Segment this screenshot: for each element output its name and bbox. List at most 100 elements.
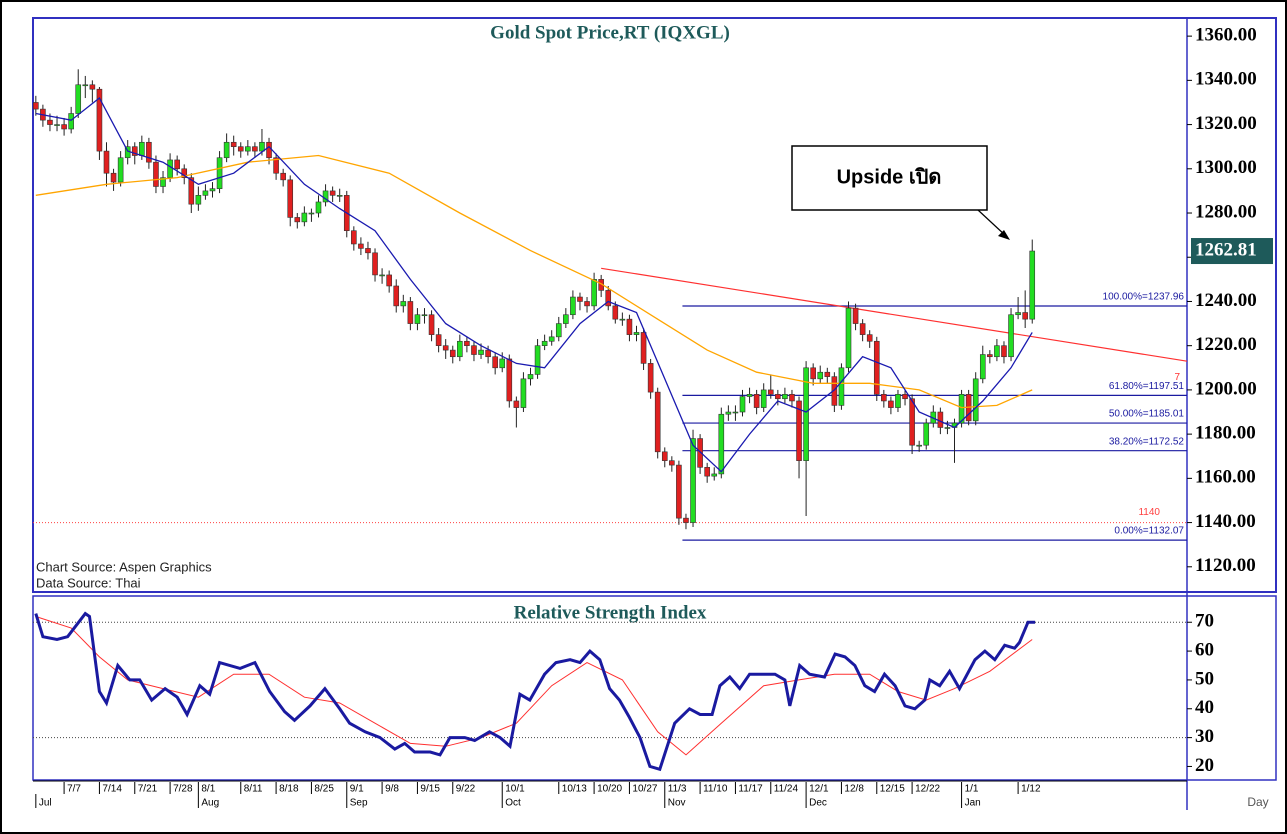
candle-body [188, 177, 195, 205]
rsi-frame [32, 595, 1277, 781]
candle-body [216, 157, 223, 189]
month-label: Dec [809, 798, 827, 809]
x-tick-label: 12/1 [809, 784, 829, 795]
rsi-y-tick-label: 60 [1195, 639, 1214, 660]
candle-body [96, 88, 103, 152]
candle-body [803, 367, 809, 461]
candle-body [810, 367, 816, 380]
candle-body [888, 400, 894, 408]
rsi-y-tick-label: 70 [1195, 611, 1214, 632]
candle-body [280, 172, 286, 181]
month-label: Oct [505, 798, 521, 809]
x-tick-label: 7/21 [138, 784, 158, 795]
candle-body [570, 296, 576, 316]
candle-body [513, 400, 520, 408]
candle-body [626, 318, 633, 335]
y-tick-label: 1320.00 [1195, 113, 1257, 134]
candle-body [852, 307, 859, 324]
candle-body [605, 290, 612, 307]
fib-label: 61.80%=1197.51 [1109, 381, 1185, 392]
rsi-ma [35, 616, 1033, 756]
candle-body [75, 84, 82, 114]
trendline [601, 267, 1188, 362]
candle-body [739, 396, 746, 413]
x-tick-label: 11/24 [774, 784, 799, 795]
candle-body [414, 314, 421, 324]
x-tick-label: 11/17 [738, 784, 763, 795]
candle-body [110, 172, 117, 183]
candle-body [287, 179, 294, 218]
callout-text: Upside เปิด [837, 166, 942, 188]
candle-body [619, 318, 626, 321]
candle-body [315, 201, 322, 214]
candle-body [640, 332, 647, 364]
candle-body [160, 177, 166, 187]
x-tick-label: 1/1 [965, 784, 979, 795]
candle-body [365, 248, 371, 254]
y-tick-label: 1220.00 [1195, 334, 1257, 355]
candle-body [987, 354, 993, 358]
x-tick-label: 7/7 [67, 784, 81, 795]
candle-body [174, 159, 180, 170]
candle-body [54, 124, 60, 126]
candle-body [47, 119, 53, 125]
candle-body [117, 157, 124, 183]
candle-body [746, 394, 753, 397]
x-tick-label: 9/22 [456, 784, 476, 795]
x-tick-label: 7/28 [173, 784, 193, 795]
candle-body [534, 345, 541, 375]
moving-average [35, 97, 1033, 473]
price-frame [32, 17, 1277, 593]
x-tick-label: 12/8 [844, 784, 864, 795]
candle-body [711, 473, 718, 477]
candle-body [167, 159, 173, 178]
chart-title: Gold Spot Price,RT (IQXGL) [490, 22, 730, 43]
candle-body [676, 464, 682, 519]
x-tick-label: 12/22 [915, 784, 940, 795]
callout-box [791, 145, 988, 211]
candle-body [252, 146, 258, 152]
candle-body [499, 358, 506, 369]
fib-label: 50.00%=1185.01 [1109, 409, 1185, 420]
candle-body [492, 356, 498, 369]
candle-body [407, 301, 414, 324]
candle-body [520, 378, 527, 408]
month-label: Aug [201, 798, 219, 809]
x-tick-label: 1/12 [1021, 784, 1041, 795]
rsi-title: Relative Strength Index [514, 602, 707, 623]
candle-body [845, 307, 852, 369]
y-tick-label: 1200.00 [1195, 378, 1257, 399]
candle-body [393, 285, 400, 307]
candle-body [753, 394, 760, 408]
candle-body [68, 113, 74, 130]
candle-body [146, 141, 152, 163]
candle-body [958, 394, 965, 424]
candle-body [230, 141, 237, 147]
candle-body [944, 427, 951, 429]
x-tick-label: 9/8 [385, 784, 399, 795]
candle-body [33, 102, 39, 110]
x-unit: Day [1247, 795, 1268, 809]
candle-body [994, 345, 1000, 358]
candle-body [859, 323, 866, 335]
x-tick-label: 10/27 [632, 784, 657, 795]
candle-body [506, 358, 513, 402]
candle-body [661, 451, 668, 461]
candle-body [464, 340, 470, 346]
y-tick-label: 1120.00 [1195, 555, 1256, 576]
candle-body [690, 438, 696, 523]
x-tick-label: 11/10 [703, 784, 728, 795]
x-tick-label: 10/20 [597, 784, 622, 795]
candle-body [654, 391, 661, 453]
candle-body [817, 371, 824, 380]
candle-body [153, 161, 159, 187]
support-label: 1140 [1138, 507, 1160, 518]
candle-body [838, 367, 845, 406]
y-tick-label: 1280.00 [1195, 201, 1257, 222]
candle-body [1022, 312, 1028, 320]
y-tick-label: 1140.00 [1195, 511, 1256, 532]
candle-body [273, 157, 279, 174]
x-tick-label: 12/15 [880, 784, 905, 795]
